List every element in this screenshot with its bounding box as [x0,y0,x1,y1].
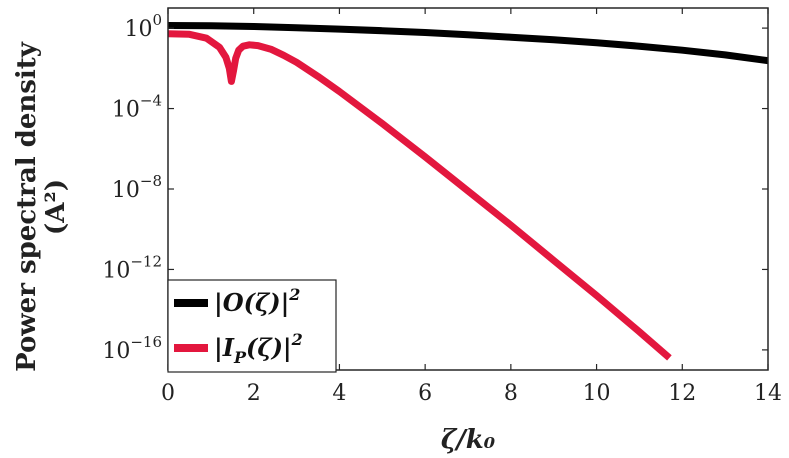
legend-entry-ip: |IP(ζ)|2 [214,330,303,367]
x-tick-label: 10 [583,381,611,406]
y-axis-label: Power spectral density [12,41,42,372]
y-tick-label: 10−4 [112,92,162,123]
y-tick-label: 10−8 [112,172,162,203]
legend-box [167,279,337,373]
x-tick-label: 12 [668,381,696,406]
tick-labels-layer: 0 2 4 6 8 10 12 14 100 10−4 10−8 10−12 10−16 [102,11,782,406]
x-axis-label: ζ/k₀ [441,425,496,455]
x-tick-label: 2 [247,381,261,406]
y-tick-label: 100 [124,11,162,42]
x-tick-label: 4 [332,381,346,406]
x-tick-label: 6 [418,381,432,406]
x-tick-label: 14 [754,381,782,406]
legend-entry-o: |O(ζ)|2 [214,285,300,317]
x-tick-label: 8 [504,381,518,406]
y-axis-unit: (A²) [41,179,71,235]
series-line-o [168,22,768,65]
x-tick-label: 0 [161,381,175,406]
series-line-ip [168,30,672,361]
legend: |O(ζ)|2 |IP(ζ)|2 [167,279,337,373]
y-tick-label: 10−16 [102,333,162,364]
y-tick-label: 10−12 [102,252,162,283]
series-layer [168,22,768,361]
